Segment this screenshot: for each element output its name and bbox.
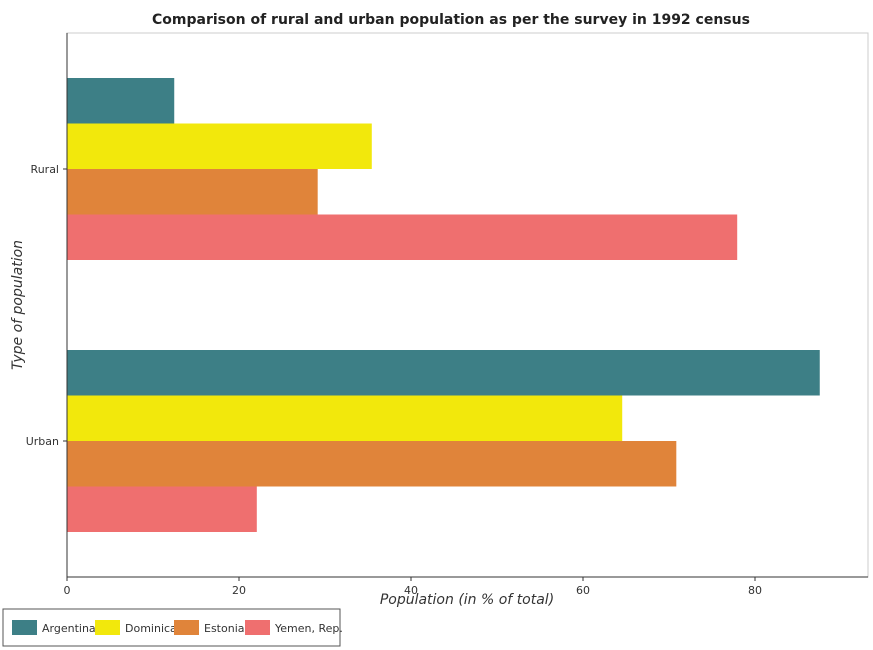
y-axis-label: Type of population	[10, 240, 26, 370]
legend-label: Dominica	[125, 622, 177, 635]
legend-label: Estonia	[204, 622, 245, 635]
bar-urban-estonia	[67, 441, 677, 487]
legend-items: Argentina Dominica Estonia Yemen, Rep.	[12, 620, 343, 635]
x-tick-label: 40	[404, 584, 418, 597]
legend-swatch	[245, 620, 270, 635]
bar-urban-dominica	[67, 395, 623, 441]
x-tick-label: 20	[232, 584, 246, 597]
bar-urban-argentina	[67, 350, 820, 396]
legend-swatch	[95, 620, 120, 635]
bar-rural-argentina	[67, 78, 175, 124]
x-tick-label: 80	[748, 584, 762, 597]
x-tick-label: 60	[576, 584, 590, 597]
legend-swatch	[174, 620, 199, 635]
x-tick-label: 0	[64, 584, 71, 597]
legend-frame	[2, 608, 341, 647]
bar-rural-dominica	[67, 123, 372, 169]
y-tick-label: Rural	[31, 163, 59, 176]
plot-area: Rural Urban 0 20 40 60 80	[26, 32, 869, 597]
x-axis-label: Population (in % of total)	[380, 592, 554, 608]
legend-label: Argentina	[42, 622, 96, 635]
legend-swatch	[12, 620, 37, 635]
chart-title: Comparison of rural and urban population…	[152, 12, 750, 28]
x-ticks: 0 20 40 60 80	[64, 577, 762, 597]
y-tick-label: Urban	[26, 435, 59, 448]
bar-rural-yemen-rep	[67, 214, 738, 260]
bars	[67, 78, 820, 532]
legend-label: Yemen, Rep.	[274, 622, 343, 635]
bar-rural-estonia	[67, 169, 318, 215]
bar-urban-yemen-rep	[67, 486, 257, 532]
legend: Argentina Dominica Estonia Yemen, Rep.	[2, 608, 343, 647]
y-ticks: Rural Urban	[26, 163, 67, 448]
